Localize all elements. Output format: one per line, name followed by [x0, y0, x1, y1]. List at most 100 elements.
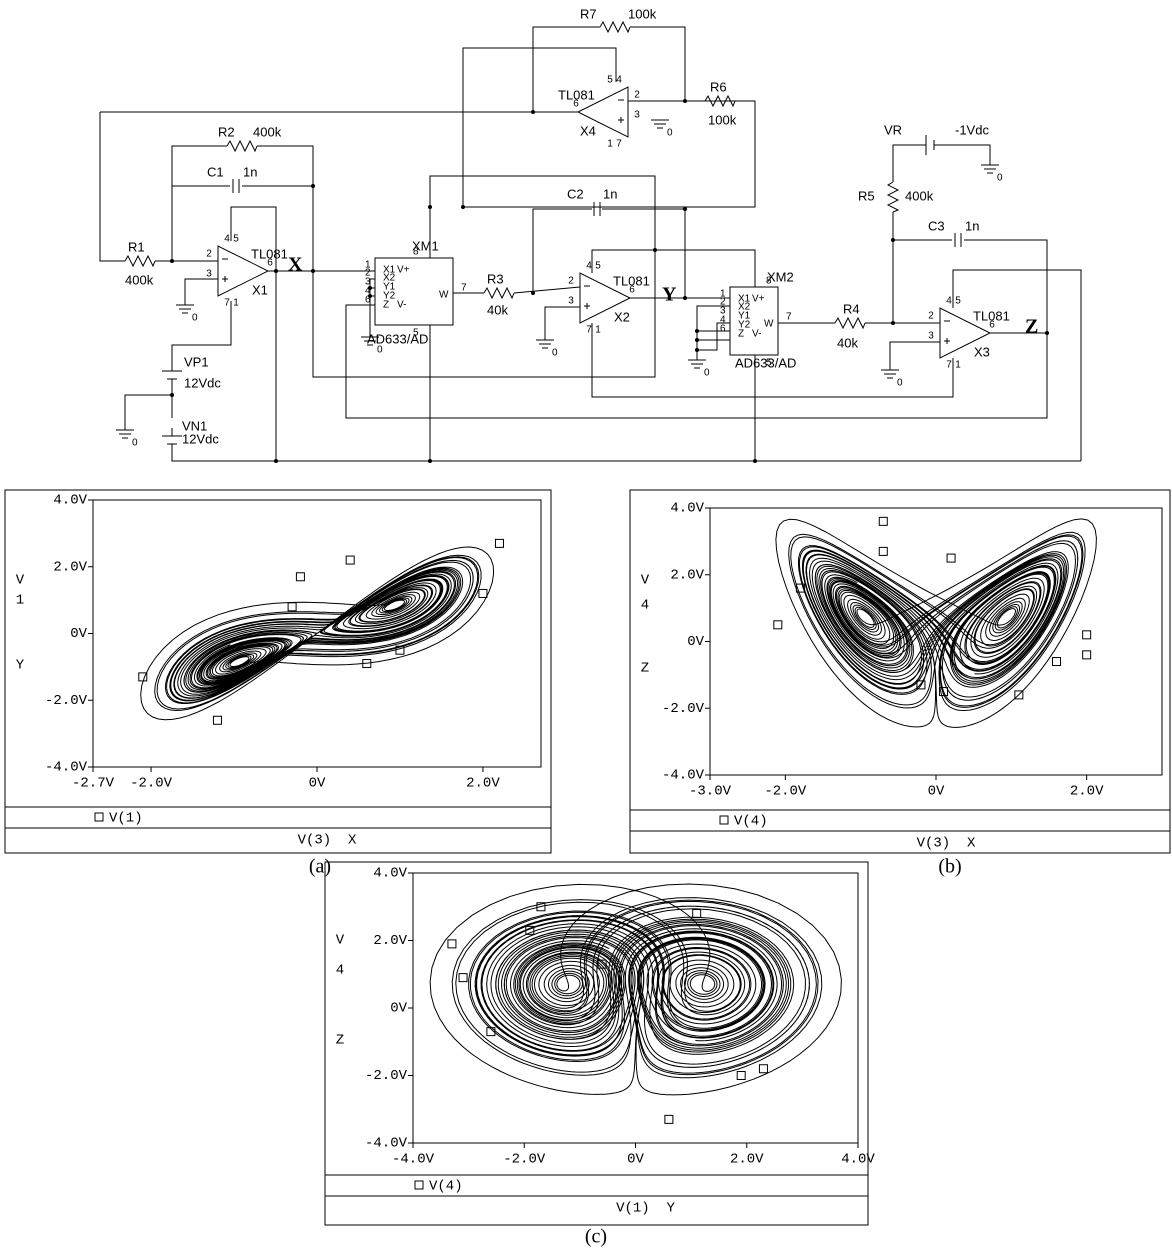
pin-name: W: [764, 319, 774, 330]
wire: [172, 146, 227, 261]
x-tick-label: -2.7V: [72, 776, 115, 792]
source-name: VR: [884, 122, 902, 137]
resistor-value: 40k: [487, 302, 508, 317]
wire: [100, 112, 125, 261]
marker: [459, 974, 467, 982]
capacitor-value: 1n: [965, 218, 979, 233]
pin-number: 4: [616, 75, 622, 86]
pin-number: 3: [928, 331, 934, 342]
resistor-name: R5: [858, 188, 875, 203]
pin-name: V-: [752, 329, 761, 340]
legend-label: V(4): [734, 814, 768, 830]
pin-number: 2: [634, 90, 640, 101]
pin-name: Z: [383, 300, 389, 311]
multiplier-model: AD633/AD: [735, 355, 796, 370]
junction: [428, 205, 432, 209]
wire: [893, 145, 918, 182]
marker: [693, 910, 701, 918]
marker: [947, 554, 955, 562]
junction: [274, 269, 278, 273]
resistor: [888, 182, 898, 212]
marker: [774, 621, 782, 629]
junction: [695, 348, 699, 352]
source-name: VP1: [184, 354, 209, 369]
legend-box: [325, 1175, 868, 1196]
capacitor-name: C2: [567, 186, 584, 201]
source-value: 12Vdc: [184, 375, 221, 390]
marker: [1083, 651, 1091, 659]
y-axis-label: 4: [336, 963, 344, 979]
pin-number: 7: [461, 283, 467, 294]
opamp-name: X2: [614, 309, 630, 324]
junction: [653, 248, 657, 252]
legend-marker: [95, 813, 103, 821]
caption: (b): [938, 856, 961, 878]
y-axis-label: Y: [16, 658, 25, 674]
caption: (c): [585, 1226, 607, 1248]
ground-label: 0: [377, 345, 383, 356]
x-tick-label: 0V: [627, 1152, 644, 1168]
x-tick-label: -3.0V: [689, 784, 732, 800]
pin-number: 1: [233, 298, 239, 309]
caption: (a): [309, 856, 331, 878]
y-tick-label: 4.0V: [670, 501, 704, 517]
resistor-value: 400k: [125, 272, 154, 287]
pin-number: 5: [595, 261, 601, 272]
junction: [695, 329, 699, 333]
junction: [531, 291, 535, 295]
wire: [533, 209, 592, 293]
ground-label: 0: [132, 438, 138, 449]
pin-number: 1: [955, 360, 961, 371]
y-axis-label: 4: [641, 598, 649, 614]
wire: [942, 145, 990, 165]
capacitor-name: C3: [928, 218, 945, 233]
marker: [759, 1065, 767, 1073]
pin-name: Z: [738, 329, 744, 340]
y-tick-label: 2.0V: [53, 559, 87, 575]
opamp-model: TL081: [973, 308, 1010, 323]
opamp-name: X4: [580, 123, 596, 138]
resistor-name: R3: [487, 271, 504, 286]
pin-name: V+: [397, 265, 410, 276]
wire: [890, 342, 940, 370]
opamp-model: TL081: [613, 273, 650, 288]
junction: [461, 205, 465, 209]
resistor-name: R7: [580, 6, 597, 21]
multiplier-name: XM2: [767, 269, 794, 284]
ground-label: 0: [667, 128, 673, 139]
pin-number: 1: [595, 325, 601, 336]
marker: [288, 603, 296, 611]
y-tick-label: 2.0V: [373, 933, 407, 949]
junction: [531, 110, 535, 114]
x-axis-label: V(3) X: [917, 836, 976, 852]
marker: [879, 517, 887, 525]
pin-number: 3: [206, 269, 212, 280]
ground-label: 0: [897, 378, 903, 389]
junction: [311, 184, 315, 188]
y-tick-label: 4.0V: [53, 493, 87, 509]
resistor: [227, 141, 257, 151]
x-axis-label: V(3) X: [298, 833, 357, 849]
wire: [185, 279, 218, 305]
y-axis-label: Z: [336, 1033, 344, 1049]
marker: [665, 1115, 673, 1123]
legend-label: V(4): [429, 1179, 463, 1195]
source-value: -1Vdc: [955, 122, 989, 137]
ground-label: 0: [704, 368, 710, 379]
y-tick-label: -4.0V: [365, 1136, 408, 1152]
junction: [1045, 331, 1049, 335]
y-tick-label: -2.0V: [662, 701, 705, 717]
page: { "circuit": { "resistors": [ {"name": "…: [0, 0, 1172, 1248]
x-tick-label: 4.0V: [841, 1152, 875, 1168]
trajectory: [776, 519, 1097, 728]
x-tick-label: -4.0V: [392, 1152, 435, 1168]
legend-box: [5, 807, 551, 828]
legend-box: [630, 810, 1170, 831]
pin-name: V-: [397, 300, 406, 311]
pin-number: 5: [607, 75, 613, 86]
junction: [170, 393, 174, 397]
pin-number: 7: [586, 325, 592, 336]
resistor-value: 400k: [905, 188, 934, 203]
resistor: [484, 288, 514, 298]
resistor-name: R1: [128, 239, 145, 254]
